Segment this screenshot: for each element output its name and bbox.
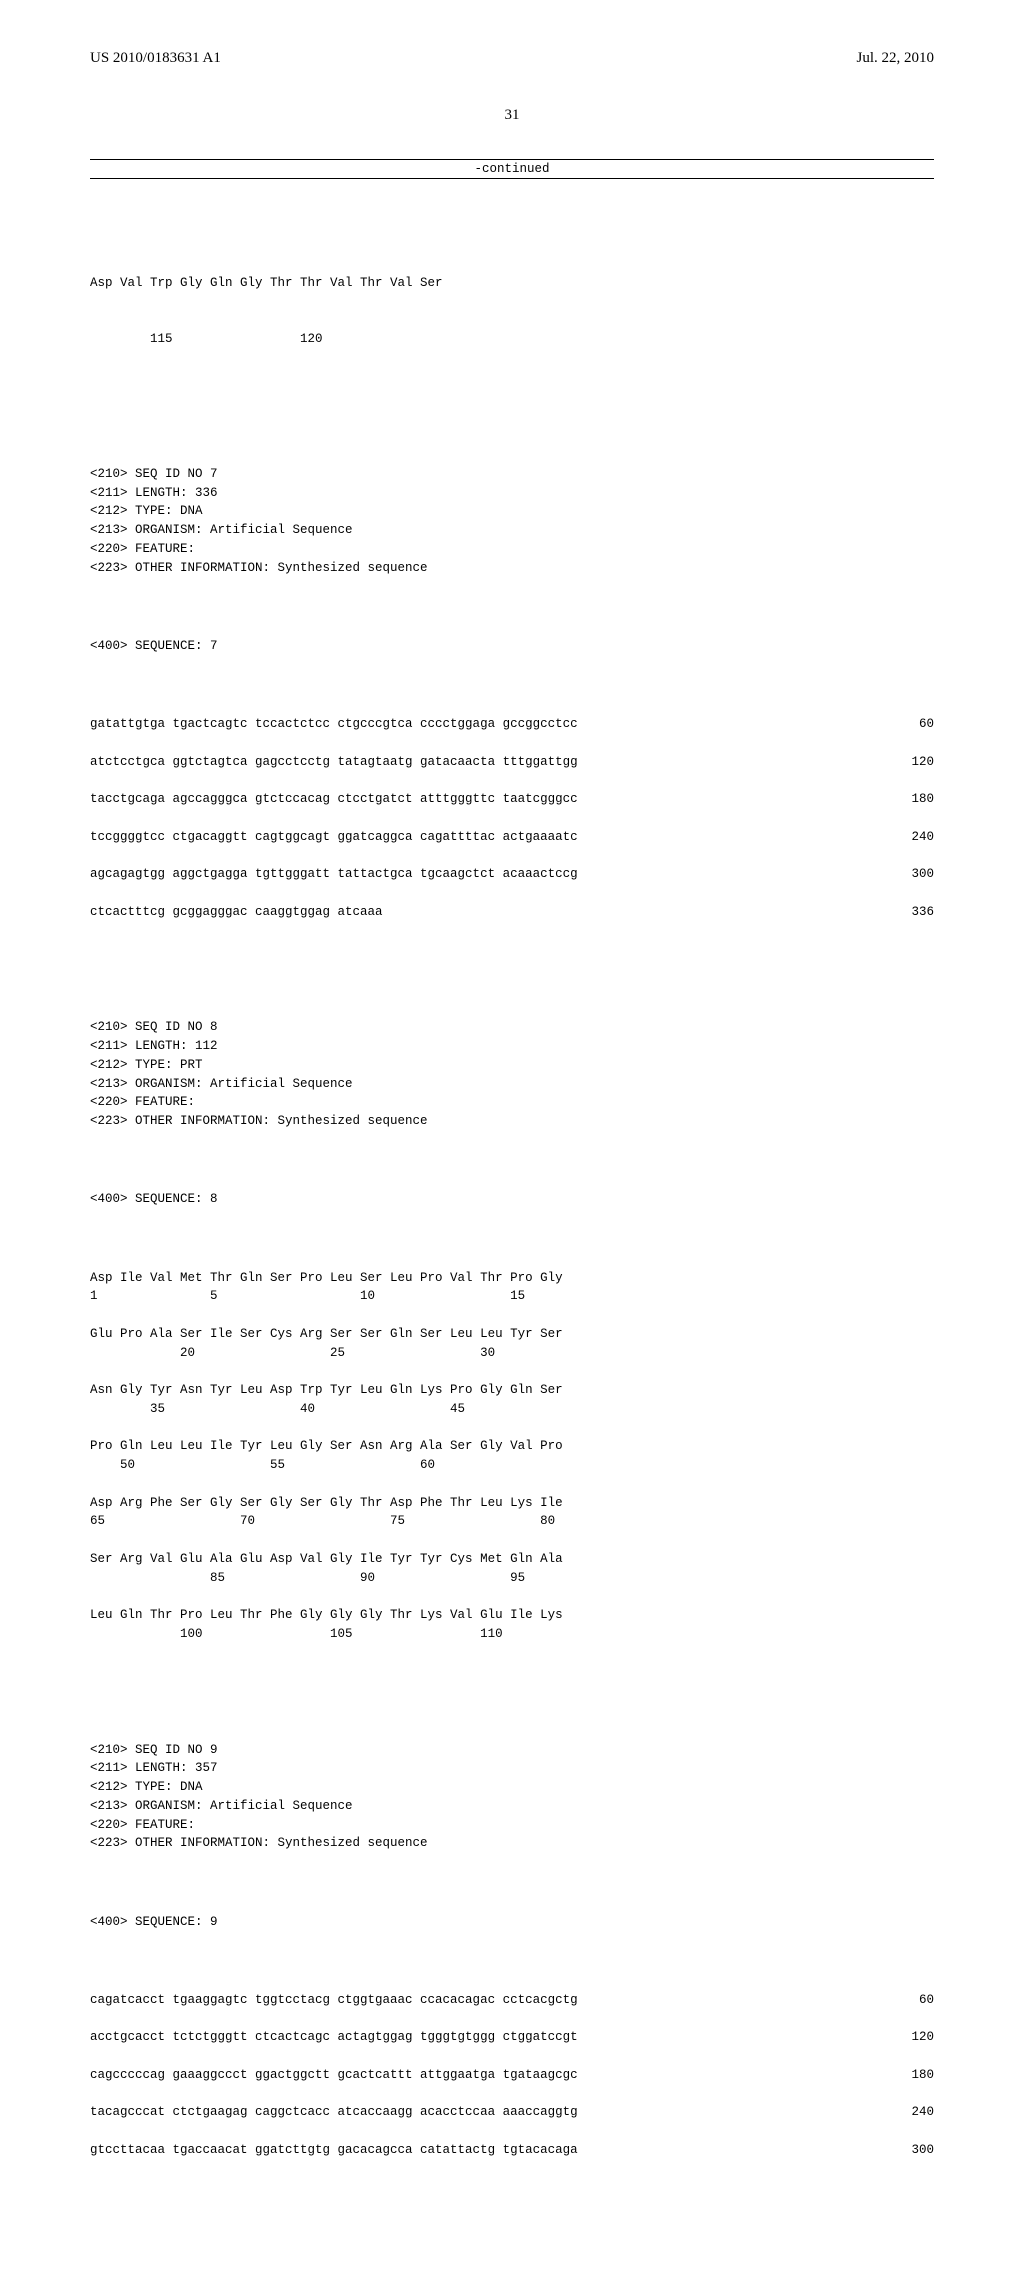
seq-header-line: <211> LENGTH: 357	[90, 1759, 934, 1778]
prt-aa-line: Pro Gln Leu Leu Ile Tyr Leu Gly Ser Asn …	[90, 1437, 934, 1456]
prt-num-line: 65 70 75 80	[90, 1512, 934, 1531]
dna-text: atctcctgca ggtctagtca gagcctcctg tatagta…	[90, 753, 578, 772]
dna-pos: 300	[891, 2141, 934, 2160]
dna-pos: 60	[899, 715, 934, 734]
prt-aa-line: Asp Ile Val Met Thr Gln Ser Pro Leu Ser …	[90, 1269, 934, 1288]
seq-header-line: <212> TYPE: DNA	[90, 502, 934, 521]
seq-header-line: <220> FEATURE:	[90, 1093, 934, 1112]
dna-line: tacctgcaga agccagggca gtctccacag ctcctga…	[90, 790, 934, 809]
dna-text: tccggggtcc ctgacaggtt cagtggcagt ggatcag…	[90, 828, 578, 847]
dna-text: agcagagtgg aggctgagga tgttgggatt tattact…	[90, 865, 578, 884]
dna-pos: 120	[891, 2028, 934, 2047]
seq6-num-line: 115 120	[90, 330, 934, 349]
publication-number: US 2010/0183631 A1	[90, 50, 221, 67]
dna-line: tccggggtcc ctgacaggtt cagtggcagt ggatcag…	[90, 828, 934, 847]
dna-text: gtccttacaa tgaccaacat ggatcttgtg gacacag…	[90, 2141, 578, 2160]
seq-header-line: <223> OTHER INFORMATION: Synthesized seq…	[90, 1834, 934, 1853]
seq-header-line: <220> FEATURE:	[90, 540, 934, 559]
prt-num-line: 85 90 95	[90, 1569, 934, 1588]
seq-header-line: <212> TYPE: DNA	[90, 1778, 934, 1797]
prt-aa-line: Asp Arg Phe Ser Gly Ser Gly Ser Gly Thr …	[90, 1494, 934, 1513]
dna-pos: 180	[891, 2066, 934, 2085]
seq-header-line: <223> OTHER INFORMATION: Synthesized seq…	[90, 559, 934, 578]
dna-pos: 240	[891, 2103, 934, 2122]
seq-header-line: <210> SEQ ID NO 9	[90, 1741, 934, 1760]
seq7-label: <400> SEQUENCE: 7	[90, 637, 934, 656]
dna-text: ctcactttcg gcggagggac caaggtggag atcaaa	[90, 903, 383, 922]
dna-line: cagcccccag gaaaggccct ggactggctt gcactca…	[90, 2066, 934, 2085]
dna-line: gtccttacaa tgaccaacat ggatcttgtg gacacag…	[90, 2141, 934, 2160]
publication-date: Jul. 22, 2010	[856, 50, 934, 67]
dna-pos: 60	[899, 1991, 934, 2010]
dna-line: atctcctgca ggtctagtca gagcctcctg tatagta…	[90, 753, 934, 772]
prt-aa-line: Ser Arg Val Glu Ala Glu Asp Val Gly Ile …	[90, 1550, 934, 1569]
seq-header-line: <213> ORGANISM: Artificial Sequence	[90, 1075, 934, 1094]
dna-text: cagatcacct tgaaggagtc tggtcctacg ctggtga…	[90, 1991, 578, 2010]
prt-aa-line: Glu Pro Ala Ser Ile Ser Cys Arg Ser Ser …	[90, 1325, 934, 1344]
dna-line: gatattgtga tgactcagtc tccactctcc ctgcccg…	[90, 715, 934, 734]
seq8-header: <210> SEQ ID NO 8<211> LENGTH: 112<212> …	[90, 1018, 934, 1131]
seq-header-line: <210> SEQ ID NO 8	[90, 1018, 934, 1037]
seq-header-line: <211> LENGTH: 112	[90, 1037, 934, 1056]
dna-text: tacagcccat ctctgaagag caggctcacc atcacca…	[90, 2103, 578, 2122]
seq6-aa-line: Asp Val Trp Gly Gln Gly Thr Thr Val Thr …	[90, 274, 934, 293]
seq-header-line: <220> FEATURE:	[90, 1816, 934, 1835]
dna-text: gatattgtga tgactcagtc tccactctcc ctgcccg…	[90, 715, 578, 734]
seq8-sequence: Asp Ile Val Met Thr Gln Ser Pro Leu Ser …	[90, 1269, 934, 1663]
prt-aa-line: Asn Gly Tyr Asn Tyr Leu Asp Trp Tyr Leu …	[90, 1381, 934, 1400]
prt-num-line: 50 55 60	[90, 1456, 934, 1475]
seq-header-line: <210> SEQ ID NO 7	[90, 465, 934, 484]
dna-pos: 240	[891, 828, 934, 847]
dna-pos: 336	[891, 903, 934, 922]
seq-header-line: <213> ORGANISM: Artificial Sequence	[90, 1797, 934, 1816]
continued-label: -continued	[90, 160, 934, 178]
dna-text: acctgcacct tctctgggtt ctcactcagc actagtg…	[90, 2028, 578, 2047]
seq-header-line: <211> LENGTH: 336	[90, 484, 934, 503]
dna-line: cagatcacct tgaaggagtc tggtcctacg ctggtga…	[90, 1991, 934, 2010]
dna-line: ctcactttcg gcggagggac caaggtggag atcaaa 3…	[90, 903, 934, 922]
seq-header-line: <223> OTHER INFORMATION: Synthesized seq…	[90, 1112, 934, 1131]
prt-num-line: 35 40 45	[90, 1400, 934, 1419]
dna-pos: 300	[891, 865, 934, 884]
dna-text: tacctgcaga agccagggca gtctccacag ctcctga…	[90, 790, 578, 809]
seq7-sequence: gatattgtga tgactcagtc tccactctcc ctgcccg…	[90, 715, 934, 940]
page-number: 31	[90, 107, 934, 124]
continued-block: -continued	[90, 159, 934, 179]
dna-text: cagcccccag gaaaggccct ggactggctt gcactca…	[90, 2066, 578, 2085]
seq7-header: <210> SEQ ID NO 7<211> LENGTH: 336<212> …	[90, 465, 934, 578]
dna-line: acctgcacct tctctgggtt ctcactcagc actagtg…	[90, 2028, 934, 2047]
prt-num-line: 100 105 110	[90, 1625, 934, 1644]
seq9-sequence: cagatcacct tgaaggagtc tggtcctacg ctggtga…	[90, 1991, 934, 2179]
dna-line: tacagcccat ctctgaagag caggctcacc atcacca…	[90, 2103, 934, 2122]
seq6-tail: Asp Val Trp Gly Gln Gly Thr Thr Val Thr …	[90, 237, 934, 387]
dna-line: agcagagtgg aggctgagga tgttgggatt tattact…	[90, 865, 934, 884]
page-header: US 2010/0183631 A1 Jul. 22, 2010	[90, 50, 934, 67]
dna-pos: 120	[891, 753, 934, 772]
dna-pos: 180	[891, 790, 934, 809]
bottom-rule	[90, 178, 934, 179]
sequence-listing: Asp Val Trp Gly Gln Gly Thr Thr Val Thr …	[90, 199, 934, 2238]
seq-header-line: <212> TYPE: PRT	[90, 1056, 934, 1075]
seq9-label: <400> SEQUENCE: 9	[90, 1913, 934, 1932]
seq8-label: <400> SEQUENCE: 8	[90, 1190, 934, 1209]
seq9-header: <210> SEQ ID NO 9<211> LENGTH: 357<212> …	[90, 1741, 934, 1854]
seq-header-line: <213> ORGANISM: Artificial Sequence	[90, 521, 934, 540]
prt-aa-line: Leu Gln Thr Pro Leu Thr Phe Gly Gly Gly …	[90, 1606, 934, 1625]
prt-num-line: 1 5 10 15	[90, 1287, 934, 1306]
prt-num-line: 20 25 30	[90, 1344, 934, 1363]
